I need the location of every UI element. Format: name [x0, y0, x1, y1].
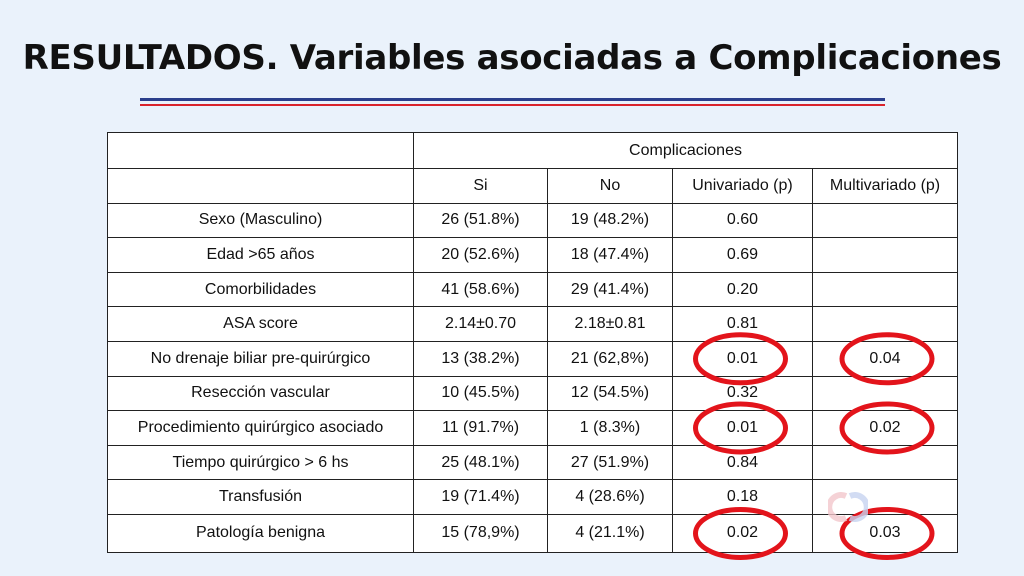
table-row: ASA score 2.14±0.70 2.18±0.81 0.81 — [107, 306, 958, 342]
no-cell: 1 (8.3%) — [547, 410, 673, 446]
variable-cell: Edad >65 años — [107, 237, 414, 273]
variable-cell: No drenaje biliar pre-quirúrgico — [107, 340, 414, 377]
no-cell: 21 (62,8%) — [547, 340, 673, 377]
univariado-cell: 0.84 — [672, 444, 813, 481]
slide-title: RESULTADOS. Variables asociadas a Compli… — [22, 38, 1002, 78]
si-cell: 15 (78,9%) — [413, 513, 548, 553]
variable-cell: Tiempo quirúrgico > 6 hs — [107, 444, 414, 481]
variable-cell: Sexo (Masculino) — [107, 202, 414, 239]
multivariado-cell: 0.04 — [812, 340, 958, 377]
multivariado-cell — [812, 444, 958, 481]
variable-cell: Procedimiento quirúrgico asociado — [107, 410, 414, 446]
univariado-cell: 0.18 — [672, 479, 813, 515]
si-cell: 13 (38.2%) — [413, 340, 548, 377]
no-cell: 18 (47.4%) — [547, 237, 673, 273]
multivariado-cell — [812, 306, 958, 342]
table-group-header-row: Complicaciones — [107, 132, 958, 169]
si-cell: 26 (51.8%) — [413, 202, 548, 239]
table-row: Transfusión 19 (71.4%) 4 (28.6%) 0.18 — [107, 479, 958, 515]
no-cell: 4 (21.1%) — [547, 513, 673, 553]
no-cell: 12 (54.5%) — [547, 375, 673, 412]
variable-cell: Comorbilidades — [107, 271, 414, 308]
multivariado-cell — [812, 271, 958, 308]
title-divider-blue — [140, 98, 885, 101]
variable-cell: Transfusión — [107, 479, 414, 515]
univariado-cell: 0.32 — [672, 375, 813, 412]
table-row: Sexo (Masculino) 26 (51.8%) 19 (48.2%) 0.60 — [107, 202, 958, 239]
column-header-no: No — [547, 168, 673, 204]
table-row: Resección vascular 10 (45.5%) 12 (54.5%) 0.… — [107, 375, 958, 412]
column-header-univariado: Univariado (p) — [672, 168, 813, 204]
si-cell: 2.14±0.70 — [413, 306, 548, 342]
univariado-cell: 0.02 — [672, 513, 813, 553]
table-row: Edad >65 años 20 (52.6%) 18 (47.4%) 0.69 — [107, 237, 958, 273]
si-cell: 11 (91.7%) — [413, 410, 548, 446]
title-divider-red — [140, 104, 885, 106]
si-cell: 10 (45.5%) — [413, 375, 548, 412]
watermark-logo-icon — [828, 492, 868, 522]
multivariado-cell: 0.02 — [812, 410, 958, 446]
variable-cell: Patología benigna — [107, 513, 414, 553]
header-empty-cell — [107, 132, 414, 169]
variable-cell: Resección vascular — [107, 375, 414, 412]
no-cell: 27 (51.9%) — [547, 444, 673, 481]
table-row: Comorbilidades 41 (58.6%) 29 (41.4%) 0.20 — [107, 271, 958, 308]
univariado-cell: 0.20 — [672, 271, 813, 308]
header-empty-cell — [107, 168, 414, 204]
multivariado-cell — [812, 202, 958, 239]
univariado-cell: 0.01 — [672, 340, 813, 377]
univariado-cell: 0.69 — [672, 237, 813, 273]
univariado-cell: 0.60 — [672, 202, 813, 239]
column-header-multivariado: Multivariado (p) — [812, 168, 958, 204]
no-cell: 19 (48.2%) — [547, 202, 673, 239]
table-row: Procedimiento quirúrgico asociado 11 (91.… — [107, 410, 958, 446]
si-cell: 19 (71.4%) — [413, 479, 548, 515]
no-cell: 29 (41.4%) — [547, 271, 673, 308]
no-cell: 2.18±0.81 — [547, 306, 673, 342]
univariado-cell: 0.01 — [672, 410, 813, 446]
table-column-header-row: Si No Univariado (p) Multivariado (p) — [107, 168, 958, 204]
multivariado-cell — [812, 375, 958, 412]
univariado-cell: 0.81 — [672, 306, 813, 342]
no-cell: 4 (28.6%) — [547, 479, 673, 515]
si-cell: 20 (52.6%) — [413, 237, 548, 273]
table-row: No drenaje biliar pre-quirúrgico 13 (38.2… — [107, 340, 958, 377]
table-row: Tiempo quirúrgico > 6 hs 25 (48.1%) 27 (51… — [107, 444, 958, 481]
si-cell: 41 (58.6%) — [413, 271, 548, 308]
variable-cell: ASA score — [107, 306, 414, 342]
si-cell: 25 (48.1%) — [413, 444, 548, 481]
group-header-complicaciones: Complicaciones — [413, 132, 958, 169]
multivariado-cell — [812, 237, 958, 273]
column-header-si: Si — [413, 168, 548, 204]
